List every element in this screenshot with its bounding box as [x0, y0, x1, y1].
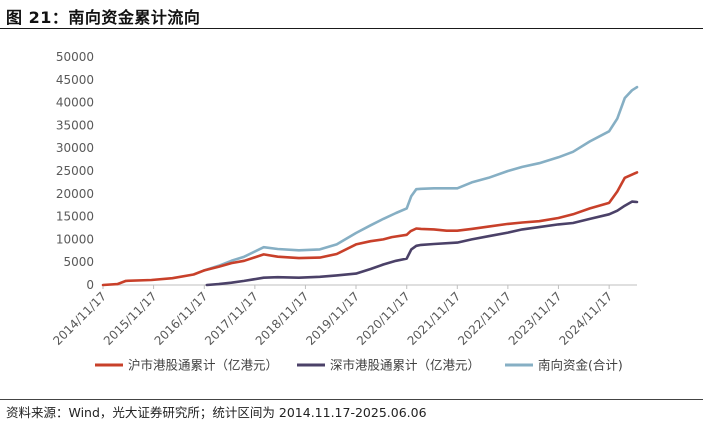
line-chart: 0 5000 10000 15000 20000 25000 30000 35000 40000…: [50, 50, 639, 373]
series-line-total: [203, 85, 639, 272]
y-tick-label: 20000: [56, 187, 94, 201]
y-tick-label: 30000: [56, 141, 94, 155]
x-tick-label: 2019/11/17: [303, 289, 362, 348]
x-tick-label: 2023/11/17: [506, 289, 565, 348]
legend-label-total: 南向资金(合计): [538, 358, 623, 373]
y-tick-label: 10000: [56, 232, 94, 246]
y-tick-label: 40000: [56, 96, 94, 110]
source-rule: [0, 399, 703, 400]
y-tick-label: 15000: [56, 210, 94, 224]
y-tick-label: 45000: [56, 73, 94, 87]
x-tick-label: 2015/11/17: [101, 289, 160, 348]
legend: 沪市港股通累计（亿港元） 深市港股通累计（亿港元） 南向资金(合计): [95, 358, 623, 373]
series-layer: [101, 85, 639, 287]
x-tick-label: 2022/11/17: [455, 289, 514, 348]
x-tick-label: 2014/11/17: [50, 289, 109, 348]
x-tick-label: 2016/11/17: [152, 289, 211, 348]
x-tick-label: 2021/11/17: [405, 289, 464, 348]
legend-label-hu: 沪市港股通累计（亿港元）: [128, 358, 278, 373]
axes-layer: 0 5000 10000 15000 20000 25000 30000 35000 40000…: [50, 50, 637, 348]
y-tick-label: 5000: [63, 255, 94, 269]
legend-label-shen: 深市港股通累计（亿港元）: [330, 358, 480, 373]
x-tick-label: 2024/11/17: [556, 289, 615, 348]
series-line-hu: [101, 171, 639, 287]
x-tick-label: 2020/11/17: [354, 289, 413, 348]
title-rule: [0, 28, 703, 29]
y-tick-label: 50000: [56, 50, 94, 64]
series-line-shen: [205, 200, 639, 287]
x-tick-label: 2018/11/17: [253, 289, 312, 348]
y-tick-label: 35000: [56, 118, 94, 132]
y-tick-label: 25000: [56, 164, 94, 178]
x-tick-label: 2017/11/17: [202, 289, 261, 348]
chart-title: 图 21：南向资金累计流向: [6, 8, 201, 27]
source-note: 资料来源：Wind，光大证券研究所；统计区间为 2014.11.17-2025.…: [6, 405, 427, 420]
y-tick-label: 0: [86, 278, 94, 292]
